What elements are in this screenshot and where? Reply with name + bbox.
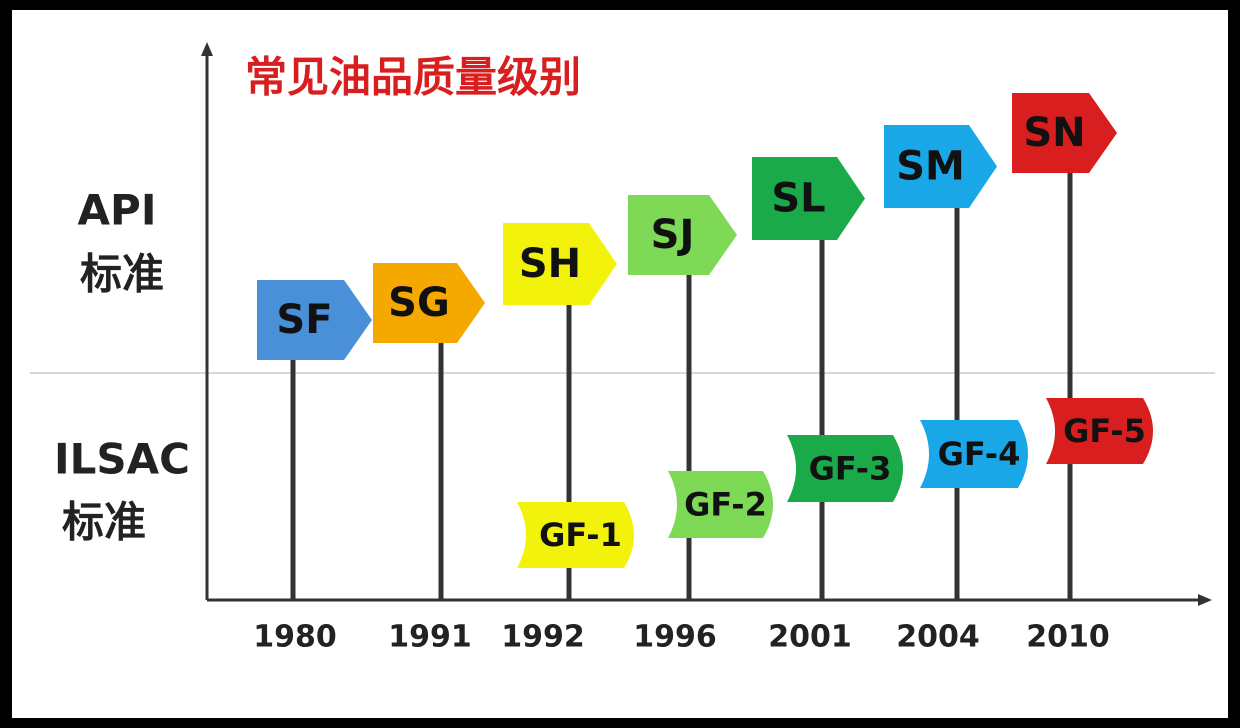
api-label: SH [519,241,581,287]
year-label: 2010 [1026,620,1110,655]
year-label: 1992 [501,620,585,655]
api-flag [1012,93,1117,173]
ilsac-scroll [1046,398,1153,464]
posts [290,133,1073,600]
ilsac-label: GF-3 [809,450,892,488]
ilsac-scroll [787,435,903,502]
api-flag [628,195,737,275]
ilsac-label: GF-1 [539,516,622,554]
x-arrow [1198,594,1212,606]
api-label: SN [1023,110,1085,156]
api-flag [884,125,997,208]
title: 常见油品质量级别 [245,53,581,102]
row-label: ILSAC [54,435,190,484]
api-label: SM [896,144,965,190]
api-flag [503,223,617,305]
ilsac-scroll [920,420,1028,488]
ilsac-scroll [517,502,634,568]
year-label: 1996 [633,620,717,655]
api-flag [752,157,865,240]
row-label: 标准 [62,498,146,547]
api-flag [257,280,372,360]
ilsac-label: GF-4 [938,435,1021,473]
api-label: SL [771,176,825,222]
row-label: API [78,186,157,235]
year-label: 2001 [768,620,852,655]
ilsac-scroll [668,471,773,538]
api-label: SF [276,297,332,343]
row-label: 标准 [80,250,164,299]
year-label: 1980 [253,620,337,655]
api-flag [373,263,485,343]
ilsac-label: GF-2 [684,486,767,524]
ilsac-label: GF-5 [1063,412,1146,450]
year-label: 2004 [896,620,980,655]
api-label: SG [388,280,450,326]
api-label: SJ [651,212,695,258]
y-arrow [201,42,213,56]
year-label: 1991 [388,620,472,655]
